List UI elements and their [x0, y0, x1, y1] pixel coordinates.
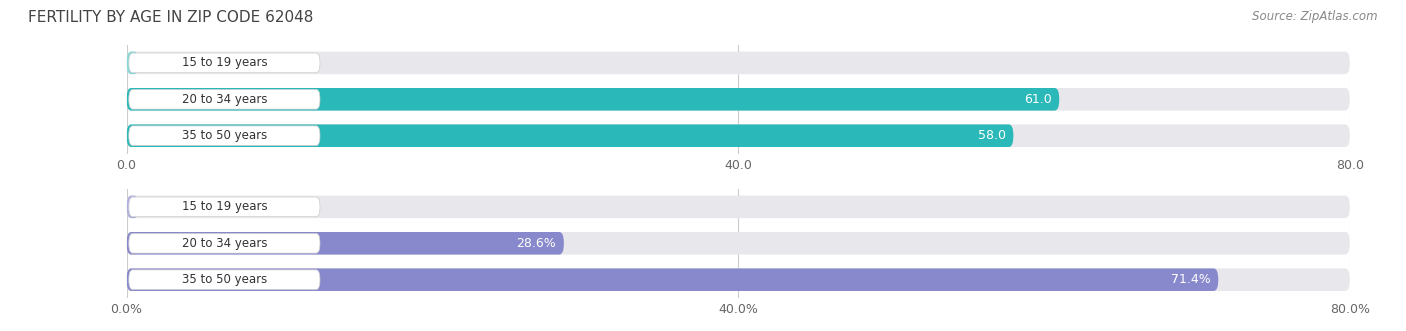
- FancyBboxPatch shape: [127, 232, 564, 255]
- FancyBboxPatch shape: [127, 196, 1350, 218]
- FancyBboxPatch shape: [127, 52, 1350, 74]
- FancyBboxPatch shape: [127, 268, 1218, 291]
- Text: 35 to 50 years: 35 to 50 years: [181, 273, 267, 286]
- Text: 58.0: 58.0: [977, 129, 1005, 142]
- Text: Source: ZipAtlas.com: Source: ZipAtlas.com: [1253, 10, 1378, 23]
- Text: 0.0: 0.0: [150, 56, 172, 70]
- FancyBboxPatch shape: [129, 270, 321, 290]
- FancyBboxPatch shape: [129, 53, 321, 73]
- FancyBboxPatch shape: [127, 88, 1059, 111]
- FancyBboxPatch shape: [127, 232, 1350, 255]
- FancyBboxPatch shape: [127, 52, 139, 74]
- FancyBboxPatch shape: [129, 89, 321, 109]
- Text: 15 to 19 years: 15 to 19 years: [181, 56, 267, 70]
- FancyBboxPatch shape: [129, 197, 321, 217]
- FancyBboxPatch shape: [129, 126, 321, 146]
- Text: 0.0%: 0.0%: [150, 200, 183, 213]
- FancyBboxPatch shape: [129, 233, 321, 253]
- Text: 61.0: 61.0: [1024, 93, 1052, 106]
- Text: 20 to 34 years: 20 to 34 years: [181, 93, 267, 106]
- Text: 71.4%: 71.4%: [1171, 273, 1211, 286]
- Text: 15 to 19 years: 15 to 19 years: [181, 200, 267, 213]
- Text: 20 to 34 years: 20 to 34 years: [181, 237, 267, 250]
- Text: 28.6%: 28.6%: [516, 237, 557, 250]
- FancyBboxPatch shape: [127, 124, 1350, 147]
- FancyBboxPatch shape: [127, 268, 1350, 291]
- FancyBboxPatch shape: [127, 88, 1350, 111]
- Text: FERTILITY BY AGE IN ZIP CODE 62048: FERTILITY BY AGE IN ZIP CODE 62048: [28, 10, 314, 25]
- FancyBboxPatch shape: [127, 196, 139, 218]
- FancyBboxPatch shape: [127, 124, 1014, 147]
- Text: 35 to 50 years: 35 to 50 years: [181, 129, 267, 142]
